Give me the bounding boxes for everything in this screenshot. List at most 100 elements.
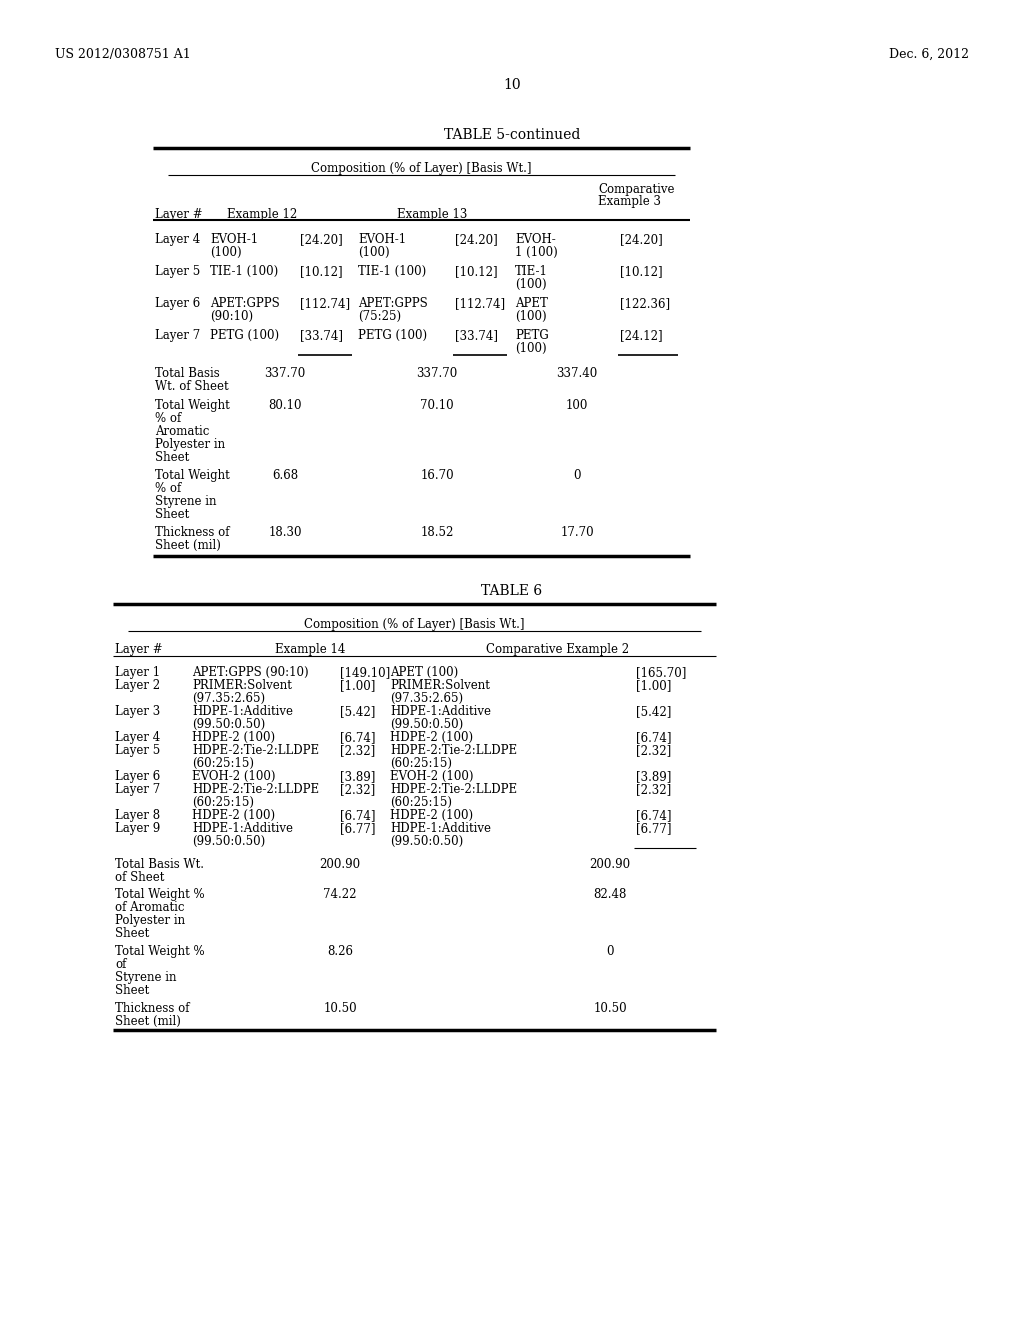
Text: Layer 8: Layer 8 (115, 809, 160, 822)
Text: (60:25:15): (60:25:15) (193, 756, 254, 770)
Text: [1.00]: [1.00] (636, 678, 672, 692)
Text: 16.70: 16.70 (420, 469, 454, 482)
Text: HDPE-2 (100): HDPE-2 (100) (193, 809, 275, 822)
Text: PRIMER:Solvent: PRIMER:Solvent (390, 678, 489, 692)
Text: [149.10]: [149.10] (340, 667, 390, 678)
Text: HDPE-1:Additive: HDPE-1:Additive (390, 822, 490, 836)
Text: [6.74]: [6.74] (340, 809, 376, 822)
Text: 18.52: 18.52 (420, 525, 454, 539)
Text: PRIMER:Solvent: PRIMER:Solvent (193, 678, 292, 692)
Text: Styrene in: Styrene in (115, 972, 176, 983)
Text: 10.50: 10.50 (593, 1002, 627, 1015)
Text: 82.48: 82.48 (593, 888, 627, 902)
Text: 8.26: 8.26 (327, 945, 353, 958)
Text: Sheet: Sheet (155, 451, 189, 465)
Text: 17.70: 17.70 (560, 525, 594, 539)
Text: Layer 6: Layer 6 (115, 770, 160, 783)
Text: Thickness of: Thickness of (155, 525, 229, 539)
Text: [3.89]: [3.89] (636, 770, 672, 783)
Text: Layer 5: Layer 5 (115, 744, 160, 756)
Text: PETG (100): PETG (100) (210, 329, 280, 342)
Text: HDPE-2 (100): HDPE-2 (100) (390, 809, 473, 822)
Text: Sheet (mil): Sheet (mil) (115, 1015, 181, 1028)
Text: [122.36]: [122.36] (620, 297, 670, 310)
Text: [10.12]: [10.12] (300, 265, 343, 279)
Text: [33.74]: [33.74] (300, 329, 343, 342)
Text: [2.32]: [2.32] (636, 783, 672, 796)
Text: (100): (100) (515, 310, 547, 323)
Text: 70.10: 70.10 (420, 399, 454, 412)
Text: HDPE-2:Tie-2:LLDPE: HDPE-2:Tie-2:LLDPE (390, 783, 517, 796)
Text: Polyester in: Polyester in (115, 913, 185, 927)
Text: 337.40: 337.40 (556, 367, 598, 380)
Text: Layer 5: Layer 5 (155, 265, 201, 279)
Text: Layer 1: Layer 1 (115, 667, 160, 678)
Text: TABLE 5-continued: TABLE 5-continued (443, 128, 581, 143)
Text: 80.10: 80.10 (268, 399, 302, 412)
Text: Layer #: Layer # (115, 643, 163, 656)
Text: Total Weight %: Total Weight % (115, 945, 205, 958)
Text: [165.70]: [165.70] (636, 667, 686, 678)
Text: [5.42]: [5.42] (340, 705, 376, 718)
Text: % of: % of (155, 412, 181, 425)
Text: Comparative Example 2: Comparative Example 2 (486, 643, 630, 656)
Text: Total Basis Wt.: Total Basis Wt. (115, 858, 204, 871)
Text: Aromatic: Aromatic (155, 425, 209, 438)
Text: US 2012/0308751 A1: US 2012/0308751 A1 (55, 48, 190, 61)
Text: Layer 7: Layer 7 (155, 329, 201, 342)
Text: (90:10): (90:10) (210, 310, 253, 323)
Text: 200.90: 200.90 (319, 858, 360, 871)
Text: 0: 0 (573, 469, 581, 482)
Text: TABLE 6: TABLE 6 (481, 583, 543, 598)
Text: [2.32]: [2.32] (340, 783, 375, 796)
Text: [6.74]: [6.74] (636, 731, 672, 744)
Text: EVOH-2 (100): EVOH-2 (100) (390, 770, 473, 783)
Text: of Aromatic: of Aromatic (115, 902, 184, 913)
Text: Example 14: Example 14 (274, 643, 345, 656)
Text: Total Weight: Total Weight (155, 399, 229, 412)
Text: PETG: PETG (515, 329, 549, 342)
Text: HDPE-2 (100): HDPE-2 (100) (390, 731, 473, 744)
Text: EVOH-1: EVOH-1 (210, 234, 258, 246)
Text: (60:25:15): (60:25:15) (390, 796, 452, 809)
Text: HDPE-1:Additive: HDPE-1:Additive (193, 705, 293, 718)
Text: [3.89]: [3.89] (340, 770, 376, 783)
Text: Total Weight %: Total Weight % (115, 888, 205, 902)
Text: [24.20]: [24.20] (455, 234, 498, 246)
Text: (100): (100) (515, 279, 547, 290)
Text: [10.12]: [10.12] (455, 265, 498, 279)
Text: APET:GPPS: APET:GPPS (210, 297, 280, 310)
Text: Wt. of Sheet: Wt. of Sheet (155, 380, 228, 393)
Text: [6.77]: [6.77] (636, 822, 672, 836)
Text: [33.74]: [33.74] (455, 329, 498, 342)
Text: [112.74]: [112.74] (300, 297, 350, 310)
Text: Example 12: Example 12 (227, 209, 297, 220)
Text: of Sheet: of Sheet (115, 871, 165, 884)
Text: [2.32]: [2.32] (340, 744, 375, 756)
Text: [24.20]: [24.20] (300, 234, 343, 246)
Text: APET (100): APET (100) (390, 667, 459, 678)
Text: [2.32]: [2.32] (636, 744, 672, 756)
Text: (60:25:15): (60:25:15) (390, 756, 452, 770)
Text: TIE-1 (100): TIE-1 (100) (358, 265, 426, 279)
Text: Sheet (mil): Sheet (mil) (155, 539, 221, 552)
Text: Layer 4: Layer 4 (115, 731, 160, 744)
Text: 1 (100): 1 (100) (515, 246, 558, 259)
Text: Composition (% of Layer) [Basis Wt.]: Composition (% of Layer) [Basis Wt.] (311, 162, 531, 176)
Text: Composition (% of Layer) [Basis Wt.]: Composition (% of Layer) [Basis Wt.] (304, 618, 524, 631)
Text: (99.50:0.50): (99.50:0.50) (193, 718, 265, 731)
Text: Layer 4: Layer 4 (155, 234, 201, 246)
Text: 6.68: 6.68 (272, 469, 298, 482)
Text: 18.30: 18.30 (268, 525, 302, 539)
Text: 10: 10 (503, 78, 521, 92)
Text: Sheet: Sheet (155, 508, 189, 521)
Text: (100): (100) (515, 342, 547, 355)
Text: (60:25:15): (60:25:15) (193, 796, 254, 809)
Text: (97.35:2.65): (97.35:2.65) (193, 692, 265, 705)
Text: [10.12]: [10.12] (620, 265, 663, 279)
Text: 200.90: 200.90 (590, 858, 631, 871)
Text: 337.70: 337.70 (264, 367, 305, 380)
Text: EVOH-: EVOH- (515, 234, 556, 246)
Text: Example 3: Example 3 (598, 195, 662, 209)
Text: APET:GPPS (90:10): APET:GPPS (90:10) (193, 667, 308, 678)
